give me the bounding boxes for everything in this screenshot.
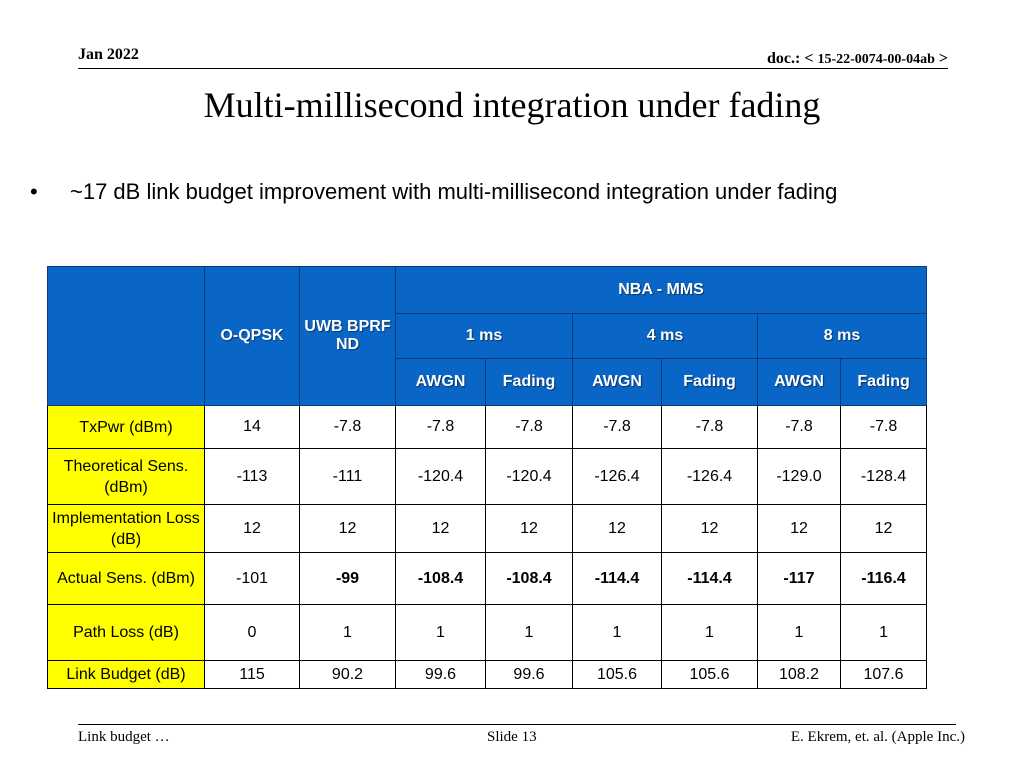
table-cell: 105.6: [572, 660, 662, 689]
table-cell: 107.6: [839, 660, 928, 689]
table-cell: -108.4: [485, 552, 573, 605]
table-cell: -7.8: [661, 405, 758, 449]
table-cell: 1: [395, 604, 486, 661]
header-doc-id: doc.: < 15-22-0074-00-04ab >: [767, 50, 948, 68]
header-group-4ms: 4 ms: [572, 313, 758, 359]
doc-prefix: doc.: <: [766, 50, 814, 67]
row-label: Theoretical Sens. (dBm): [47, 448, 205, 505]
header-rule: [78, 68, 948, 69]
link-budget-table: O-QPSK UWB BPRF ND NBA - MMS 1 ms 4 ms 8…: [47, 266, 928, 689]
footer-authors: E. Ekrem, et. al. (Apple Inc.): [790, 729, 965, 745]
table-cell: -117: [757, 552, 841, 605]
header-group-8ms: 8 ms: [756, 313, 928, 359]
table-cell: 12: [204, 504, 300, 553]
header-oqpsk: O-QPSK: [204, 266, 300, 406]
table-cell: 12: [299, 504, 396, 553]
table-cell: -7.8: [395, 405, 486, 449]
footer-rule: [78, 724, 956, 725]
bullet-item: • ~17 dB link budget improvement with mul…: [30, 179, 837, 205]
header-uwb: UWB BPRF ND: [299, 266, 396, 406]
table-cell: -99: [299, 552, 396, 605]
table-cell: 12: [839, 504, 928, 553]
table-cell: 99.6: [485, 660, 573, 689]
table-cell: 108.2: [757, 660, 841, 689]
table-cell: 1: [661, 604, 758, 661]
table-cell: -113: [204, 448, 300, 505]
table-cell: -126.4: [661, 448, 758, 505]
slide-title: Multi-millisecond integration under fadi…: [203, 85, 821, 125]
table-row: TxPwr (dBm) 14 -7.8 -7.8 -7.8 -7.8 -7.8 …: [47, 405, 928, 449]
table-cell: -114.4: [572, 552, 662, 605]
table-cell: 1: [572, 604, 662, 661]
footer-slide-number: Slide 13: [487, 729, 537, 745]
table-cell: 12: [395, 504, 486, 553]
header-fading: Fading: [661, 358, 758, 406]
table-cell: 1: [485, 604, 573, 661]
table-cell: 0: [204, 604, 300, 661]
table-cell: -7.8: [485, 405, 573, 449]
table-cell: 1: [757, 604, 841, 661]
row-label: Link Budget (dB): [47, 660, 205, 689]
header-date: Jan 2022: [78, 46, 139, 63]
table-cell: 1: [839, 604, 928, 661]
table-cell: 90.2: [299, 660, 396, 689]
table-cell: -7.8: [757, 405, 841, 449]
table-cell: -108.4: [395, 552, 486, 605]
header-fading: Fading: [485, 358, 573, 406]
row-label: TxPwr (dBm): [47, 405, 205, 449]
table-cell: 12: [572, 504, 662, 553]
table-row: Theoretical Sens. (dBm) -113 -111 -120.4…: [47, 448, 928, 505]
table-row: Link Budget (dB) 115 90.2 99.6 99.6 105.…: [47, 660, 928, 689]
table-cell: -116.4: [839, 552, 928, 605]
header-fading: Fading: [839, 358, 928, 406]
row-label: Actual Sens. (dBm): [47, 552, 205, 605]
row-label: Implementation Loss (dB): [47, 504, 205, 553]
header-nba-mms: NBA - MMS: [394, 266, 928, 314]
table-row: Actual Sens. (dBm) -101 -99 -108.4 -108.…: [47, 552, 928, 605]
table-cell: 1: [299, 604, 396, 661]
header-awgn: AWGN: [395, 358, 486, 406]
table-cell: 12: [485, 504, 573, 553]
table-cell: 12: [757, 504, 841, 553]
table-row: Implementation Loss (dB) 12 12 12 12 12 …: [47, 504, 928, 553]
footer-left: Link budget …: [78, 729, 170, 745]
table-cell: 99.6: [395, 660, 486, 689]
table-cell: -128.4: [839, 448, 928, 505]
table-cell: 14: [204, 405, 300, 449]
table-cell: -126.4: [572, 448, 662, 505]
header-group-1ms: 1 ms: [395, 313, 573, 359]
table-cell: -7.8: [572, 405, 662, 449]
table-cell: 12: [661, 504, 758, 553]
table-row: Path Loss (dB) 0 1 1 1 1 1 1 1: [47, 604, 928, 661]
header-awgn: AWGN: [572, 358, 662, 406]
corner-header-cell: [47, 266, 205, 406]
header-awgn: AWGN: [757, 358, 841, 406]
row-label: Path Loss (dB): [47, 604, 205, 661]
table-cell: -7.8: [839, 405, 928, 449]
table-cell: -7.8: [299, 405, 396, 449]
bullet-marker: •: [30, 179, 38, 204]
doc-number: 15-22-0074-00-04ab: [817, 52, 935, 67]
table-cell: 115: [204, 660, 300, 689]
table-cell: 105.6: [661, 660, 758, 689]
table-cell: -120.4: [485, 448, 573, 505]
table-cell: -111: [299, 448, 396, 505]
table-cell: -114.4: [661, 552, 758, 605]
table-cell: -101: [204, 552, 300, 605]
table-cell: -120.4: [395, 448, 486, 505]
doc-suffix: >: [938, 50, 948, 67]
bullet-text: ~17 dB link budget improvement with mult…: [70, 179, 838, 204]
table-cell: -129.0: [757, 448, 841, 505]
